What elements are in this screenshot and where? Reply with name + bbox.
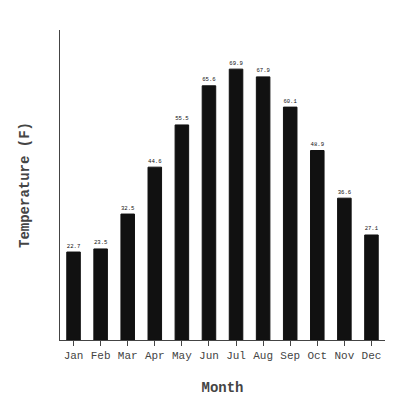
svg-text:23.5: 23.5	[94, 239, 108, 246]
svg-text:Jan: Jan	[64, 350, 84, 362]
svg-text:55.5: 55.5	[175, 115, 189, 122]
svg-text:Sep: Sep	[280, 350, 300, 362]
svg-text:Mar: Mar	[118, 350, 138, 362]
svg-text:Nov: Nov	[334, 350, 354, 362]
svg-text:Jun: Jun	[199, 350, 219, 362]
svg-text:Dec: Dec	[362, 350, 382, 362]
svg-text:44.6: 44.6	[148, 158, 162, 165]
svg-text:60.1: 60.1	[283, 98, 297, 105]
svg-text:Apr: Apr	[145, 350, 165, 362]
svg-text:67.9: 67.9	[256, 67, 270, 74]
svg-text:Oct: Oct	[307, 350, 327, 362]
svg-text:27.1: 27.1	[365, 225, 379, 232]
svg-text:36.6: 36.6	[338, 189, 352, 196]
svg-text:22.7: 22.7	[67, 243, 81, 250]
svg-text:65.6: 65.6	[202, 76, 216, 83]
svg-text:48.9: 48.9	[311, 141, 325, 148]
svg-text:Temperature (F): Temperature (F)	[17, 122, 33, 248]
svg-text:32.5: 32.5	[121, 205, 135, 212]
svg-text:Month: Month	[201, 380, 243, 396]
svg-text:May: May	[172, 350, 192, 362]
svg-text:Aug: Aug	[253, 350, 273, 362]
svg-text:Feb: Feb	[91, 350, 111, 362]
svg-text:69.9: 69.9	[229, 60, 243, 67]
svg-text:Jul: Jul	[226, 350, 246, 362]
